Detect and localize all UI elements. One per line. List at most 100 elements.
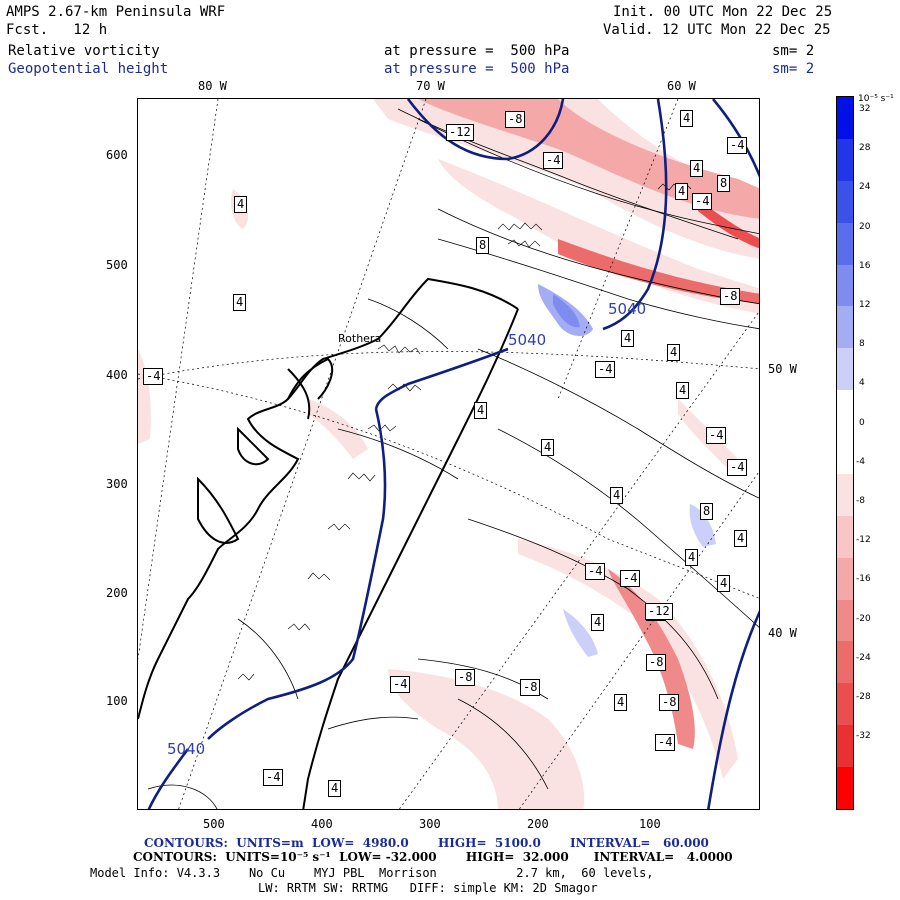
colorbar-tick-label: 20 bbox=[859, 221, 871, 232]
vort-label: -8 bbox=[520, 679, 541, 696]
colorbar-segment bbox=[837, 348, 853, 391]
colorbar-segment bbox=[837, 557, 853, 601]
vort-label: 4 bbox=[676, 382, 690, 399]
vort-label: -4 bbox=[727, 137, 748, 154]
vort-label: 4 bbox=[614, 694, 628, 711]
footer-model-info-1: Model Info: V4.3.3 No Cu MYJ PBL Morriso… bbox=[90, 866, 654, 880]
vort-label: -4 bbox=[263, 769, 284, 786]
field1-name: Relative vorticity bbox=[8, 43, 160, 59]
vort-label: -4 bbox=[595, 361, 616, 378]
colorbar-tick-label: -8 bbox=[856, 496, 865, 506]
map-plot-area bbox=[137, 98, 760, 810]
vort-label: -8 bbox=[720, 288, 741, 305]
valid-time: Valid. 12 UTC Mon 22 Dec 25 bbox=[603, 22, 831, 38]
vort-label: -4 bbox=[692, 193, 713, 210]
vorticity-contours bbox=[147, 108, 759, 809]
colorbar-segment bbox=[837, 432, 853, 475]
footer-model-info-2: LW: RRTM SW: RRTMG DIFF: simple KM: 2D S… bbox=[258, 881, 598, 895]
height-label-5040-b: 5040 bbox=[167, 740, 206, 758]
colorbar-segment bbox=[837, 222, 853, 266]
vort-label: -8 bbox=[505, 111, 526, 128]
colorbar-tick-label: -12 bbox=[856, 535, 871, 546]
vort-label: 4 bbox=[717, 575, 731, 592]
colorbar-tick-label: 8 bbox=[859, 339, 865, 350]
vort-label: 4 bbox=[610, 487, 624, 504]
vort-label: 4 bbox=[328, 780, 342, 797]
colorbar-segment bbox=[837, 515, 853, 559]
forecast-hour: Fcst. 12 h bbox=[6, 22, 108, 38]
vort-label: -4 bbox=[390, 676, 411, 693]
colorbar bbox=[836, 96, 854, 810]
colorbar-tick-label: 4 bbox=[859, 378, 865, 389]
colorbar-segment bbox=[837, 683, 853, 726]
field2-name: Geopotential height bbox=[8, 61, 169, 77]
vort-label: 4 bbox=[685, 549, 699, 566]
positive-vorticity-shading bbox=[538, 284, 716, 657]
vort-label: -12 bbox=[645, 603, 673, 620]
field2-level: at pressure = 500 hPa bbox=[384, 61, 570, 77]
y-tick-100: 100 bbox=[106, 694, 128, 708]
y-tick-400: 400 bbox=[106, 368, 128, 382]
lon-label-50w: 50 W bbox=[768, 362, 797, 376]
x-tick-100: 100 bbox=[639, 817, 661, 831]
vort-label: 8 bbox=[717, 175, 731, 192]
vort-label: -4 bbox=[543, 152, 564, 169]
colorbar-tick-label: 28 bbox=[859, 143, 871, 154]
colorbar-tick-label: 12 bbox=[859, 300, 871, 310]
x-tick-400: 400 bbox=[311, 817, 333, 831]
colorbar-tick-label: -4 bbox=[856, 456, 865, 467]
y-tick-600: 600 bbox=[106, 148, 128, 162]
colorbar-segment bbox=[837, 767, 853, 810]
lon-label-70w: 70 W bbox=[416, 79, 445, 93]
vort-label: 4 bbox=[734, 530, 748, 547]
vort-label: 4 bbox=[680, 110, 694, 127]
footer-contours-vorticity: CONTOURS: UNITS=10⁻⁵ s⁻¹ LOW= -32.000 HI… bbox=[133, 850, 733, 864]
vort-label: -8 bbox=[646, 654, 667, 671]
vort-label: 4 bbox=[541, 439, 555, 456]
colorbar-tick-label: -16 bbox=[856, 574, 871, 585]
vort-label: -4 bbox=[727, 459, 748, 476]
x-tick-500: 500 bbox=[203, 817, 225, 831]
colorbar-tick-label: 0 bbox=[859, 417, 865, 428]
vort-label: 4 bbox=[667, 344, 681, 361]
colorbar-segment bbox=[837, 725, 853, 768]
field1-level: at pressure = 500 hPa bbox=[384, 43, 570, 59]
footer-contours-height: CONTOURS: UNITS=m LOW= 4980.0 HIGH= 5100… bbox=[144, 836, 709, 850]
lon-label-80w: 80 W bbox=[198, 79, 227, 93]
vort-label: 4 bbox=[621, 330, 635, 347]
height-label-5040-c: 5040 bbox=[608, 300, 647, 318]
colorbar-segment bbox=[837, 473, 853, 517]
colorbar-tick-label: 16 bbox=[859, 260, 871, 271]
colorbar-segment bbox=[837, 641, 853, 684]
vort-label: -4 bbox=[620, 570, 641, 587]
y-tick-300: 300 bbox=[106, 477, 128, 491]
model-title: AMPS 2.67-km Peninsula WRF bbox=[6, 4, 226, 20]
vort-label: 8 bbox=[476, 237, 490, 254]
x-tick-200: 200 bbox=[527, 817, 549, 831]
vort-label: -12 bbox=[446, 124, 474, 141]
colorbar-tick-label: 32 bbox=[859, 104, 871, 114]
colorbar-unit: 10⁻⁵ s⁻¹ bbox=[858, 94, 894, 104]
field1-smooth: sm= 2 bbox=[772, 43, 815, 59]
colorbar-tick-label: 24 bbox=[859, 182, 871, 193]
vort-label: 4 bbox=[591, 614, 605, 631]
vort-label: -4 bbox=[706, 427, 727, 444]
vort-label: -4 bbox=[655, 734, 676, 751]
x-tick-300: 300 bbox=[419, 817, 441, 831]
init-time: Init. 00 UTC Mon 22 Dec 25 bbox=[613, 4, 833, 20]
vort-label: -8 bbox=[659, 694, 680, 711]
colorbar-segment bbox=[837, 264, 853, 307]
vort-label: 4 bbox=[233, 294, 247, 311]
colorbar-tick-label: -32 bbox=[856, 731, 871, 742]
vort-label: 8 bbox=[700, 503, 714, 520]
y-tick-200: 200 bbox=[106, 586, 128, 600]
y-tick-500: 500 bbox=[106, 258, 128, 272]
vort-label: -4 bbox=[143, 368, 164, 385]
vort-label: 4 bbox=[690, 160, 704, 177]
vort-label: 4 bbox=[474, 402, 488, 419]
geopotential-height-contours bbox=[147, 99, 759, 809]
vort-label: 4 bbox=[675, 183, 689, 200]
colorbar-segment bbox=[837, 599, 853, 642]
lat-lon-grid bbox=[138, 99, 759, 809]
field2-smooth: sm= 2 bbox=[772, 61, 815, 77]
